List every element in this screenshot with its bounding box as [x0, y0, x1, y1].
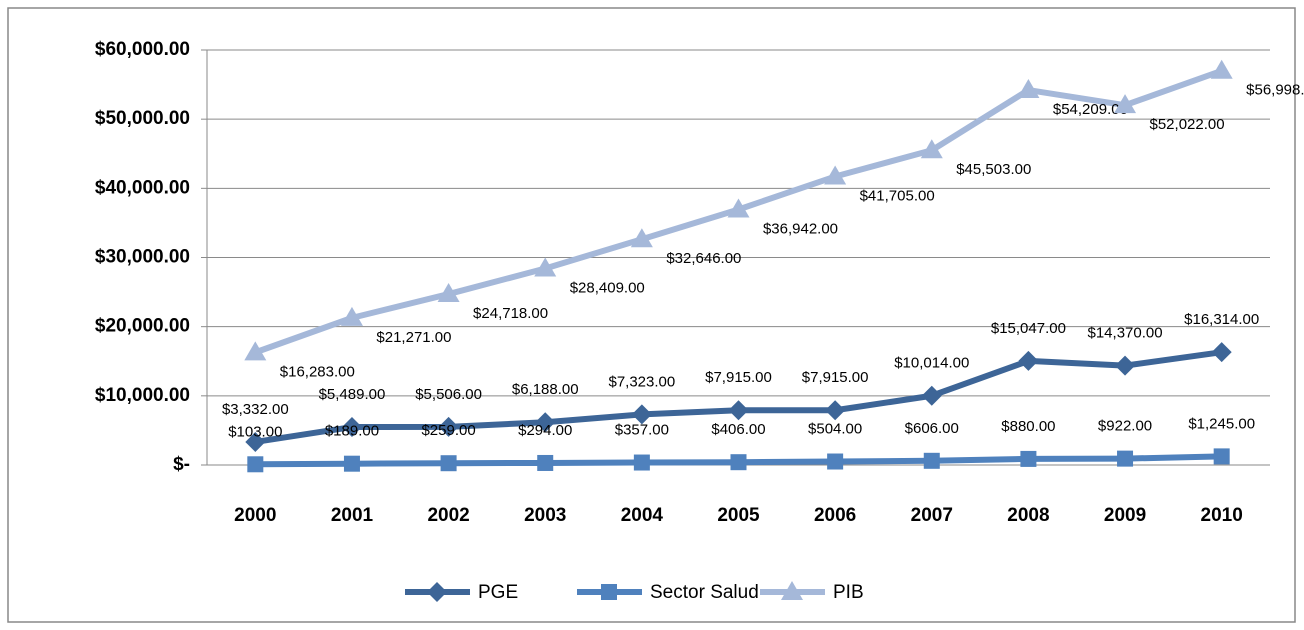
data-point — [534, 257, 557, 277]
data-point — [921, 385, 942, 406]
data-point — [244, 341, 267, 361]
data-point — [440, 455, 457, 472]
data-point — [1117, 450, 1134, 467]
x-tick-label: 2006 — [814, 505, 856, 526]
x-tick-label: 2001 — [331, 505, 374, 526]
data-point — [1213, 448, 1230, 465]
data-label: $7,915.00 — [705, 369, 772, 386]
data-point — [1115, 355, 1136, 376]
x-tick-label: 2004 — [621, 505, 664, 526]
y-tick-label: $10,000.00 — [95, 385, 190, 406]
data-point — [437, 283, 460, 303]
data-point — [1114, 94, 1137, 114]
x-tick-label: 2007 — [911, 505, 953, 526]
data-point — [343, 455, 360, 472]
data-label: $406.00 — [711, 421, 765, 438]
data-point — [728, 400, 749, 421]
data-label: $28,409.00 — [570, 279, 645, 296]
data-point — [1017, 79, 1040, 99]
x-tick-label: 2010 — [1201, 505, 1243, 526]
y-tick-label: $20,000.00 — [95, 316, 190, 337]
data-label: $16,283.00 — [280, 363, 355, 380]
data-point — [245, 431, 266, 452]
x-tick-label: 2000 — [234, 505, 276, 526]
data-point — [631, 404, 652, 425]
legend-label: PIB — [833, 582, 864, 603]
data-point — [537, 454, 554, 471]
data-label: $5,489.00 — [319, 386, 386, 403]
data-label: $103.00 — [228, 423, 282, 440]
data-point — [341, 417, 362, 438]
y-tick-label: $60,000.00 — [95, 39, 190, 60]
x-tick-label: 2002 — [427, 505, 469, 526]
data-label: $922.00 — [1098, 418, 1152, 435]
y-tick-label: $- — [173, 454, 190, 475]
data-label: $16,314.00 — [1184, 311, 1259, 328]
data-point — [1018, 350, 1039, 371]
data-point — [247, 456, 264, 473]
data-point — [827, 453, 844, 470]
data-label: $189.00 — [325, 423, 379, 440]
data-point — [630, 228, 653, 248]
data-label: $294.00 — [518, 422, 572, 439]
x-tick-label: 2003 — [524, 505, 566, 526]
data-label: $41,705.00 — [860, 188, 935, 205]
data-point — [730, 454, 747, 471]
data-label: $880.00 — [1001, 418, 1055, 435]
data-label: $357.00 — [615, 421, 669, 438]
legend-label: PGE — [478, 582, 518, 603]
data-label: $259.00 — [421, 422, 475, 439]
chart-border — [7, 7, 1296, 623]
data-label: $52,022.00 — [1150, 116, 1225, 133]
data-point — [825, 400, 846, 421]
data-label: $21,271.00 — [376, 329, 451, 346]
legend-label: Sector Salud — [650, 582, 759, 603]
data-point — [1210, 59, 1233, 79]
data-label: $32,646.00 — [666, 250, 741, 267]
y-tick-label: $50,000.00 — [95, 108, 190, 129]
data-label: $10,014.00 — [894, 355, 969, 372]
data-label: $36,942.00 — [763, 220, 838, 237]
y-tick-label: $40,000.00 — [95, 177, 190, 198]
data-label: $5,506.00 — [415, 386, 482, 403]
data-label: $504.00 — [808, 420, 862, 437]
data-label: $56,998.00 — [1246, 82, 1304, 99]
data-point — [1020, 450, 1037, 467]
data-point — [824, 165, 847, 185]
data-point — [535, 412, 556, 433]
data-point — [340, 306, 363, 326]
data-label: $1,245.00 — [1188, 415, 1255, 432]
x-tick-label: 2008 — [1007, 505, 1049, 526]
data-point — [438, 416, 459, 437]
data-label: $14,370.00 — [1088, 325, 1163, 342]
legend-marker — [601, 584, 617, 600]
x-tick-label: 2009 — [1104, 505, 1146, 526]
y-tick-label: $30,000.00 — [95, 247, 190, 268]
data-label: $606.00 — [905, 420, 959, 437]
data-point — [923, 452, 940, 469]
data-point — [920, 139, 943, 159]
data-label: $24,718.00 — [473, 305, 548, 322]
data-point — [633, 454, 650, 471]
legend-marker — [427, 582, 447, 602]
data-label: $3,332.00 — [222, 401, 289, 418]
data-label: $15,047.00 — [991, 320, 1066, 337]
data-label: $45,503.00 — [956, 161, 1031, 178]
data-label: $7,915.00 — [802, 369, 869, 386]
data-label: $54,209.00 — [1053, 101, 1128, 118]
legend-marker — [781, 581, 803, 600]
data-label: $7,323.00 — [608, 373, 675, 390]
data-point — [727, 198, 750, 218]
data-label: $6,188.00 — [512, 381, 579, 398]
data-point — [1211, 342, 1232, 363]
x-tick-label: 2005 — [717, 505, 760, 526]
